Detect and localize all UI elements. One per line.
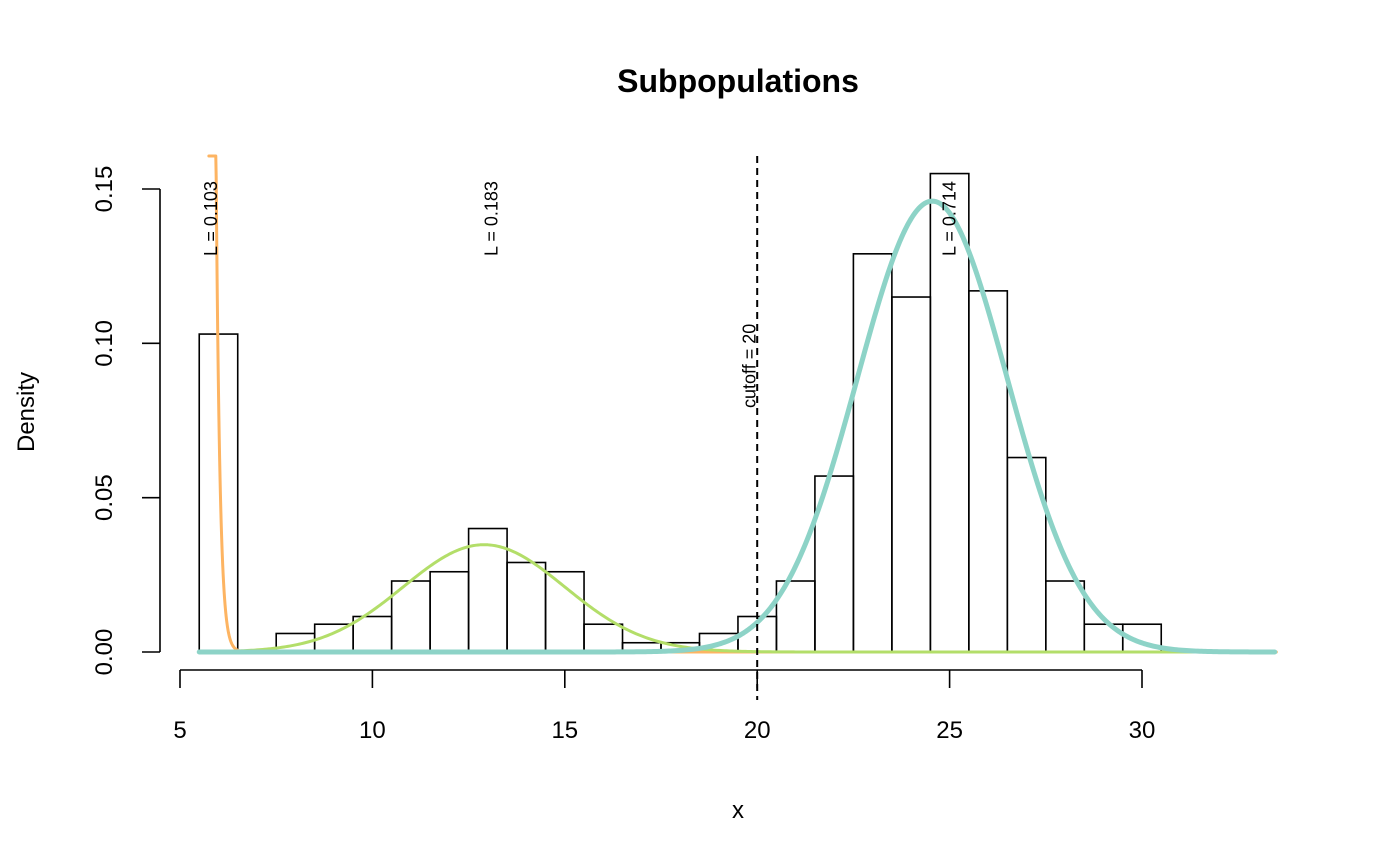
y-tick-label: 0.15 (91, 166, 118, 213)
histogram-bar (544, 570, 585, 653)
y-axis-label: Density (13, 372, 40, 452)
y-tick-label: 0.05 (91, 474, 118, 521)
x-tick-label: 30 (1129, 717, 1156, 744)
histogram-bar (429, 570, 470, 653)
x-tick-label: 10 (359, 717, 386, 744)
curve-label-2: L = 0.183 (482, 181, 502, 256)
histogram-bar (968, 290, 1009, 653)
y-axis: 0.00 0.05 0.10 0.15 (91, 166, 161, 676)
histogram-bar (891, 296, 932, 653)
x-axis: 5 10 15 20 25 30 (173, 669, 1156, 744)
density-curve-2 (197, 543, 1277, 654)
x-tick-label: 20 (744, 717, 771, 744)
cutoff-label: cutoff = 20 (740, 324, 760, 408)
histogram-bar (506, 561, 547, 653)
histogram-bar (852, 253, 893, 653)
histogram-bar (1045, 580, 1086, 653)
y-tick-label: 0.10 (91, 320, 118, 367)
density-curve-3 (196, 198, 1278, 655)
curve-label-3: L = 0.714 (940, 181, 960, 256)
x-tick-label: 5 (173, 717, 186, 744)
y-tick-label: 0.00 (91, 629, 118, 676)
histogram-bar (583, 623, 624, 653)
curve-annotations: L = 0.103 L = 0.183 L = 0.714 cutoff = 20 (201, 181, 960, 408)
chart-title: Subpopulations (617, 63, 859, 99)
x-tick-label: 25 (936, 717, 963, 744)
histogram-bar (352, 615, 393, 653)
density-curves (196, 154, 1278, 655)
curve-label-1: L = 0.103 (201, 181, 221, 256)
x-tick-label: 15 (551, 717, 578, 744)
x-axis-label: x (732, 797, 744, 824)
